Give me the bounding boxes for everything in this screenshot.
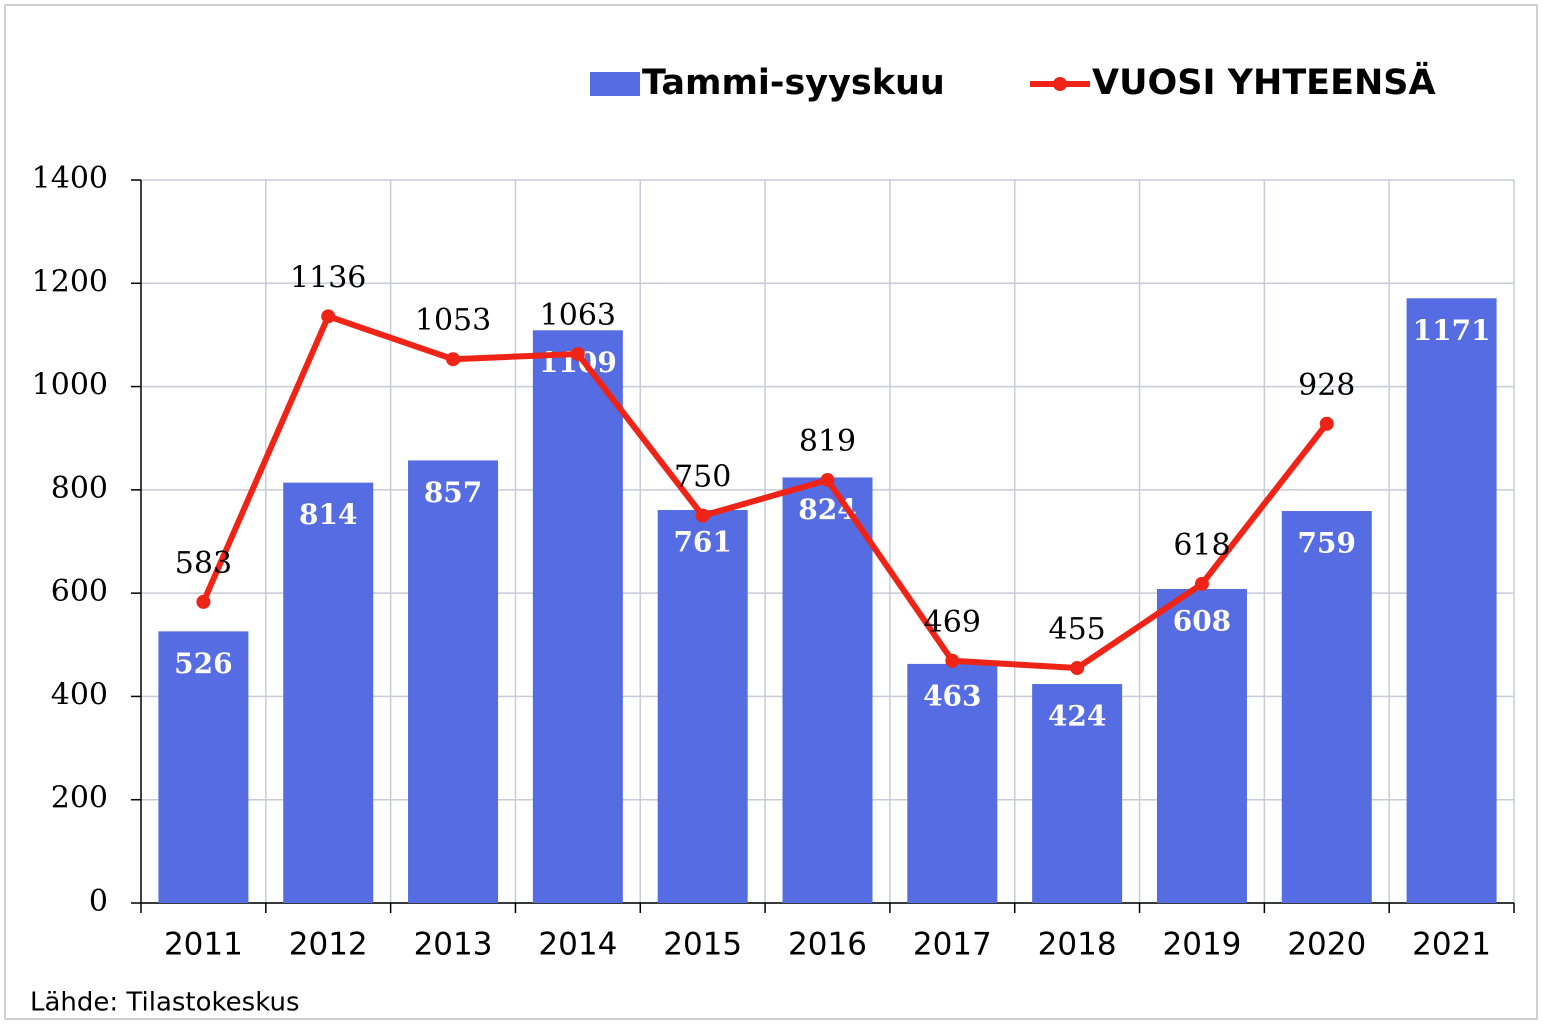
y-tick-label: 1200 (32, 264, 108, 299)
bar (158, 631, 249, 903)
legend-label: Tammi-syyskuu (642, 63, 945, 103)
bar-value-label: 759 (1298, 527, 1356, 560)
bar-value-label: 608 (1173, 605, 1231, 638)
x-tick-label: 2012 (289, 927, 368, 963)
bar (283, 482, 374, 903)
source-note: Lähde: Tilastokeskus (30, 988, 299, 1018)
x-tick-label: 2015 (663, 927, 742, 963)
x-tick-label: 2016 (788, 927, 867, 963)
line-point (196, 594, 211, 609)
line-value-label: 1136 (290, 260, 366, 295)
line-value-label: 469 (924, 605, 981, 640)
line-point (1319, 416, 1334, 431)
line-value-label: 583 (175, 546, 232, 581)
bar-value-label: 857 (424, 476, 482, 509)
bar-value-label: 1171 (1413, 314, 1491, 347)
bar-value-label: 526 (174, 647, 232, 680)
line-point (1070, 661, 1085, 676)
legend-label: VUOSI YHTEENSÄ (1092, 61, 1436, 103)
line-point (321, 309, 336, 324)
line-value-label: 618 (1173, 528, 1230, 563)
line-value-label: 455 (1049, 612, 1106, 647)
legend-swatch (590, 72, 640, 96)
line-value-label: 1063 (540, 298, 616, 333)
line-point (1194, 576, 1209, 591)
x-tick-label: 2011 (164, 927, 243, 963)
bar (408, 460, 499, 903)
y-tick-label: 0 (89, 884, 108, 919)
y-tick-label: 1000 (32, 368, 108, 403)
line-point (570, 347, 585, 362)
x-tick-label: 2018 (1038, 927, 1117, 963)
bar-value-label: 463 (923, 679, 981, 712)
line-value-label: 819 (799, 424, 856, 459)
bar-value-label: 761 (673, 525, 731, 558)
y-tick-label: 600 (51, 574, 108, 609)
bar (1281, 511, 1372, 903)
bar (1156, 589, 1247, 903)
x-tick-label: 2014 (538, 927, 617, 963)
bar (1406, 298, 1497, 903)
bar (782, 477, 873, 903)
line-value-label: 1053 (415, 303, 491, 338)
x-tick-label: 2020 (1287, 927, 1366, 963)
bar-value-label: 424 (1048, 700, 1106, 733)
line-point (695, 508, 710, 523)
y-tick-label: 1400 (32, 161, 108, 196)
line (200, 313, 1330, 672)
line-value-label: 750 (674, 460, 731, 495)
x-tick-label: 2019 (1163, 927, 1242, 963)
bar (532, 330, 623, 903)
x-tick-label: 2021 (1412, 927, 1491, 963)
bar (1032, 684, 1123, 903)
y-tick-label: 800 (51, 471, 108, 506)
legend-swatch-marker (1053, 77, 1067, 91)
line-value-label: 928 (1298, 368, 1355, 403)
line-point (820, 473, 835, 488)
bar-value-label: 814 (299, 498, 357, 531)
x-tick-label: 2013 (414, 927, 493, 963)
y-tick-label: 200 (51, 781, 108, 816)
x-tick-label: 2017 (913, 927, 992, 963)
bar (657, 509, 748, 903)
y-tick-label: 400 (51, 677, 108, 712)
line-point (945, 653, 960, 668)
frame (4, 4, 1538, 1020)
bar (907, 663, 998, 903)
line-point (446, 352, 461, 367)
